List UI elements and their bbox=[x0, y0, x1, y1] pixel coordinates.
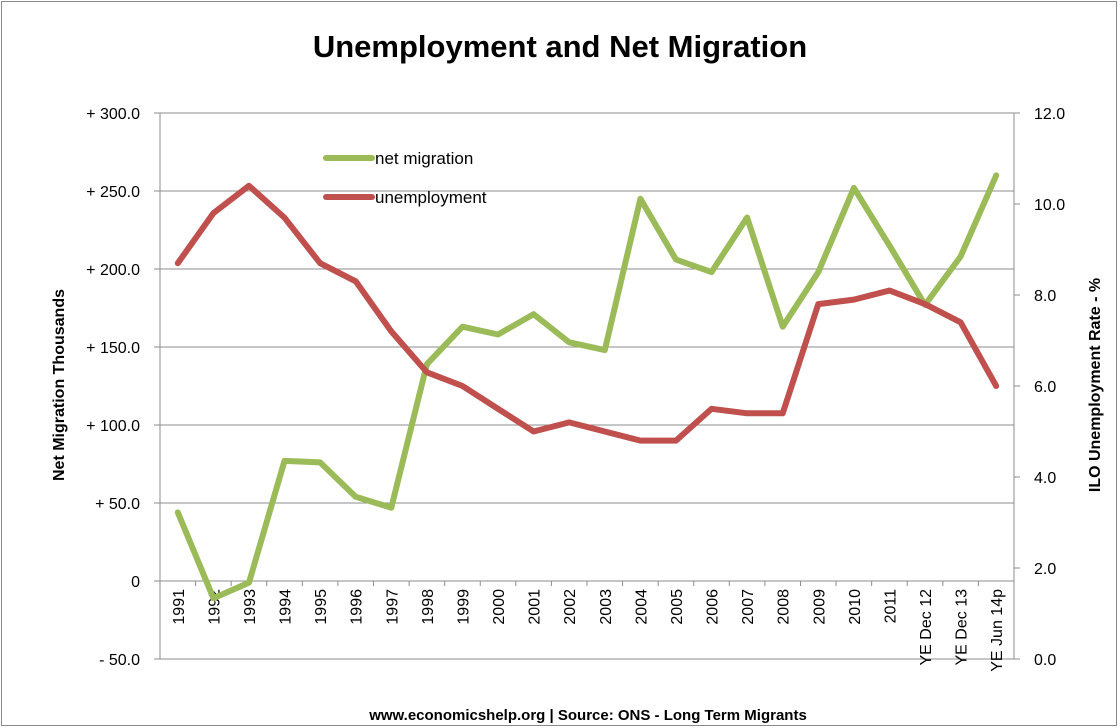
x-tick-label: YE Jun 14p bbox=[989, 589, 1006, 672]
x-tick-label: 2005 bbox=[669, 589, 686, 625]
legend-label: unemployment bbox=[375, 188, 487, 207]
right-tick-label: 4.0 bbox=[1034, 470, 1056, 487]
x-tick-label: YE Dec 13 bbox=[954, 589, 971, 666]
left-tick-label: + 50.0 bbox=[95, 496, 140, 513]
series-line-net-migration bbox=[174, 172, 1000, 602]
x-tick-label: 2009 bbox=[811, 589, 828, 625]
x-axis-ticks: 1991 1992 1993 1994 1995 1996 1997 1998 1999 2000… bbox=[171, 589, 1006, 672]
x-tick-label: 1997 bbox=[384, 589, 401, 625]
left-tick-label: + 250.0 bbox=[86, 184, 140, 201]
right-tick-label: 10.0 bbox=[1034, 197, 1065, 214]
right-tick-label: 12.0 bbox=[1034, 106, 1065, 123]
series-lines bbox=[174, 172, 1000, 602]
x-tick-label: 1994 bbox=[278, 589, 295, 625]
left-tick-label: + 100.0 bbox=[86, 418, 140, 435]
axes bbox=[154, 112, 1020, 660]
x-tick-label: 2011 bbox=[882, 589, 899, 624]
chart-title: Unemployment and Net Migration bbox=[313, 29, 807, 64]
x-tick-label: 2001 bbox=[527, 589, 544, 625]
x-tick-label: 2010 bbox=[847, 589, 864, 625]
legend-label: net migration bbox=[375, 149, 473, 168]
right-axis-title: ILO Unemployment Rate - % bbox=[1087, 278, 1104, 492]
x-tick-label: YE Dec 12 bbox=[918, 589, 935, 666]
right-tick-label: 8.0 bbox=[1034, 288, 1056, 305]
x-tick-label: 1996 bbox=[349, 589, 366, 625]
x-tick-label: 2004 bbox=[633, 589, 650, 625]
left-tick-label: 0 bbox=[131, 574, 140, 591]
gridlines bbox=[160, 112, 1014, 660]
x-tick-label: 2002 bbox=[562, 589, 579, 625]
left-tick-label: - 50.0 bbox=[99, 652, 140, 669]
right-tick-label: 0.0 bbox=[1034, 652, 1056, 669]
left-tick-label: + 150.0 bbox=[86, 340, 140, 357]
left-axis-ticks: - 50.0 0 + 50.0 + 100.0 + 150.0 + 200.0 + 250.… bbox=[86, 106, 140, 669]
left-axis-title: Net Migration Thousands bbox=[51, 289, 68, 481]
x-tick-label: 2006 bbox=[705, 589, 722, 625]
x-tick-label: 1993 bbox=[242, 589, 259, 625]
x-tick-label: 2000 bbox=[491, 589, 508, 625]
legend: net migration unemployment bbox=[323, 149, 487, 207]
x-tick-label: 2003 bbox=[598, 589, 615, 625]
x-tick-label: 1998 bbox=[420, 589, 437, 625]
x-tick-label: 1995 bbox=[313, 589, 330, 625]
right-tick-label: 6.0 bbox=[1034, 379, 1056, 396]
right-tick-label: 2.0 bbox=[1034, 561, 1056, 578]
left-tick-label: + 300.0 bbox=[86, 106, 140, 123]
x-tick-label: 2008 bbox=[776, 589, 793, 625]
x-tick-label: 1999 bbox=[455, 589, 472, 625]
x-tick-label: 1991 bbox=[171, 589, 188, 625]
source-footer: www.economicshelp.org | Source: ONS - Lo… bbox=[368, 707, 807, 724]
left-tick-label: + 200.0 bbox=[86, 262, 140, 279]
x-tick-label: 2007 bbox=[740, 589, 757, 625]
series-line-unemployment bbox=[174, 182, 1000, 444]
right-axis-ticks: 0.0 2.0 4.0 6.0 8.0 10.0 12.0 bbox=[1034, 106, 1065, 669]
